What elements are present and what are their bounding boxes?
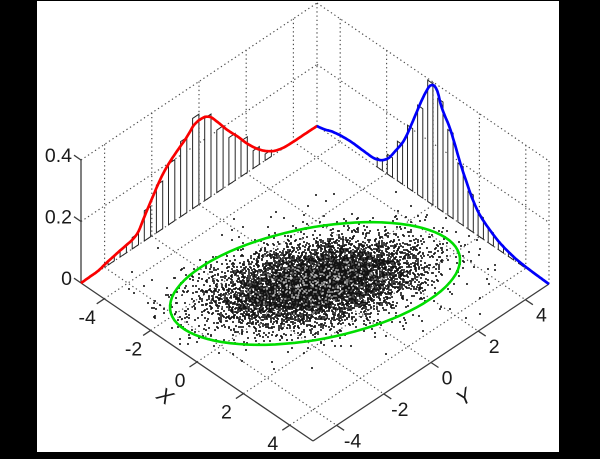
svg-text:-2: -2 <box>125 338 142 360</box>
svg-text:4: 4 <box>267 433 278 454</box>
svg-text:0: 0 <box>175 370 186 392</box>
svg-text:2: 2 <box>221 402 232 424</box>
svg-text:0.4: 0.4 <box>45 145 72 167</box>
svg-text:-4: -4 <box>344 430 361 452</box>
svg-text:4: 4 <box>536 305 547 327</box>
svg-text:-4: -4 <box>79 307 96 329</box>
svg-text:2: 2 <box>489 336 500 358</box>
svg-text:0.2: 0.2 <box>45 207 72 229</box>
svg-text:-2: -2 <box>391 399 408 421</box>
svg-text:0: 0 <box>61 268 72 290</box>
svg-text:0: 0 <box>442 368 453 390</box>
